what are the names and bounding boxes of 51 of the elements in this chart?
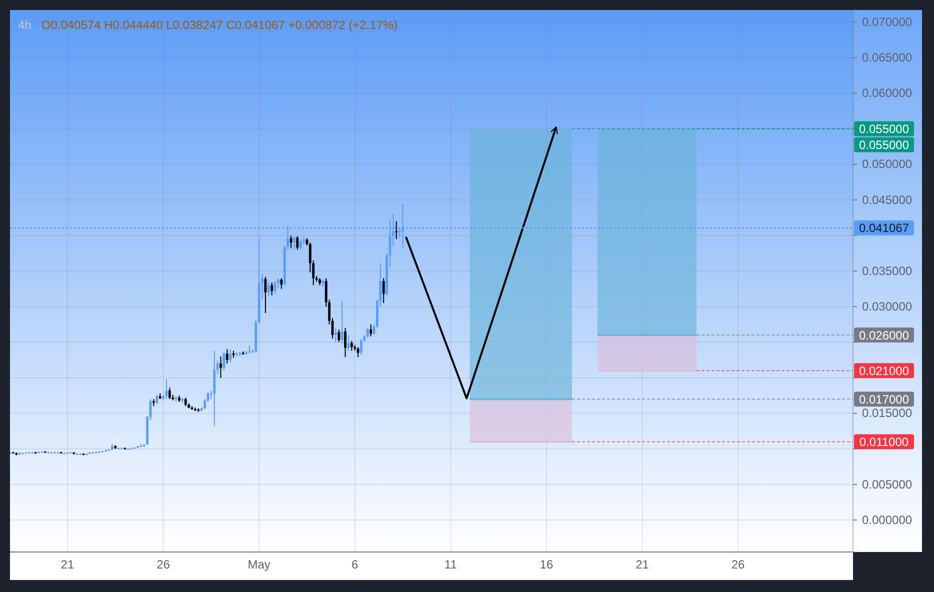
text: 4h (18, 18, 32, 32)
annotation: 0.011000 (859, 434, 909, 449)
candlestick (213, 350, 216, 427)
x-tick-label: May (248, 558, 270, 572)
y-tick-label: 0.050000 (862, 157, 912, 172)
x-tick-label: 26 (731, 558, 746, 572)
candlestick (340, 300, 344, 344)
y-tick-label: 0.000000 (862, 512, 912, 527)
candlestick (299, 239, 302, 250)
annotation: 0.055000 (858, 138, 910, 152)
y-tick-label: 0.005000 (862, 477, 912, 492)
candlestick (395, 220, 398, 240)
candlestick (350, 340, 353, 352)
candlestick (382, 278, 385, 304)
candlestick (360, 338, 362, 356)
candlestick (296, 236, 299, 250)
y-tick-label: 0.015000 (862, 406, 912, 420)
x-tick-label: 6 (352, 558, 359, 572)
annotation: O0.040574 H0.044440 L0.038247 C0.041067 +0.000872 (+2.17%) (41, 18, 398, 32)
candlestick (366, 327, 369, 338)
candlestick (270, 282, 274, 296)
y-tick-label: 0.060000 (862, 86, 912, 100)
candlestick (267, 281, 270, 296)
candlestick (338, 328, 340, 343)
candlestick (226, 348, 228, 364)
candlestick (168, 387, 171, 400)
annotation: 0.026000 (858, 328, 910, 342)
candlestick (356, 346, 360, 358)
annotation: 0.017000 (858, 392, 910, 406)
x-tick-label: 26 (156, 558, 170, 572)
annotation: 0.055000 (858, 122, 910, 136)
candlestick (280, 278, 283, 290)
x-tick-label: 11 (444, 558, 458, 572)
x-tick-label: 16 (540, 558, 554, 572)
candlestick (156, 394, 158, 405)
y-tick-label: 0.030000 (862, 299, 912, 314)
candlestick (229, 348, 232, 363)
candlestick (370, 324, 372, 337)
candlestick (344, 327, 346, 358)
x-tick-label: 21 (636, 558, 650, 572)
annotation: 0.021000 (858, 364, 910, 378)
y-tick-label: 0.070000 (862, 14, 912, 29)
y-tick-label: 0.035000 (862, 264, 912, 278)
y-tick-label: 0.065000 (862, 50, 912, 64)
candlestick (222, 352, 226, 372)
y-tick-label: 0.045000 (862, 192, 912, 207)
candlestick (220, 356, 222, 378)
x-tick-label: 21 (60, 558, 74, 572)
candlestick (334, 327, 337, 343)
ref-line-label: 0.041067 (858, 221, 910, 236)
candlestick (292, 236, 296, 250)
